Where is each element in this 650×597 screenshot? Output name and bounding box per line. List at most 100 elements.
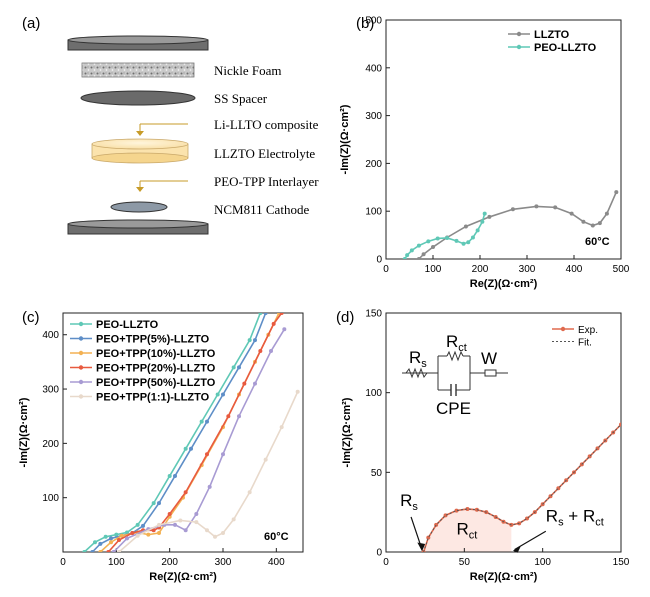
x-tick-label: 200 <box>472 264 489 275</box>
x-axis-label: Re(Z)(Ω·cm²) <box>149 571 217 583</box>
rs-main: R <box>400 491 412 510</box>
x-tick-label: 50 <box>459 557 471 568</box>
plot-area <box>402 190 619 259</box>
legend-label: PEO-LLZTO <box>534 42 597 54</box>
legend-label: PEO+TPP(20%)-LLZTO <box>96 363 216 375</box>
ncm811-cathode-icon <box>110 201 168 213</box>
rs-sub: s <box>412 501 418 513</box>
nickle-foam-icon <box>81 62 195 78</box>
circuit-rct-label: Rct <box>446 332 467 354</box>
series-line <box>418 191 618 259</box>
legend-label: PEO+TPP(10%)-LLZTO <box>96 348 216 360</box>
y-tick-label: 0 <box>376 255 382 266</box>
data-point <box>215 392 220 397</box>
data-point <box>247 490 252 495</box>
data-point <box>109 536 113 541</box>
x-tick-label: 300 <box>215 557 232 568</box>
layer-label: PEO-TPP Interlayer <box>214 174 319 189</box>
data-point <box>465 506 470 511</box>
data-point <box>402 257 407 259</box>
data-point <box>183 490 188 495</box>
data-point <box>416 243 421 248</box>
warburg-icon <box>484 369 497 377</box>
rs-annotation: Rs <box>400 491 418 513</box>
data-point <box>416 257 421 259</box>
data-point <box>237 365 241 370</box>
data-point <box>189 446 193 451</box>
data-point <box>474 507 479 512</box>
data-point <box>205 452 209 457</box>
x-tick-label: 0 <box>383 264 389 275</box>
layer-label: SS Spacer <box>214 91 268 106</box>
data-point <box>482 211 487 216</box>
chart-b: 0 100 200 300 400 500 0 100 200 300 400 500 Re(Z)(Ω·… <box>339 16 630 291</box>
data-point <box>221 530 225 535</box>
data-point <box>146 532 151 537</box>
data-point <box>231 517 236 522</box>
data-point <box>597 221 602 226</box>
plot-area <box>82 313 300 552</box>
data-point <box>117 538 121 543</box>
data-point <box>263 457 268 462</box>
sum-sub: s <box>558 517 564 529</box>
data-point <box>271 321 276 326</box>
data-point <box>183 528 188 533</box>
data-point <box>111 550 116 552</box>
data-point <box>569 211 574 216</box>
y-tick-label: 400 <box>365 63 382 74</box>
x-tick-label: 150 <box>613 557 630 568</box>
plot-area <box>421 422 621 552</box>
plot-frame <box>385 312 622 553</box>
data-point <box>553 205 558 210</box>
x-tick-label: 0 <box>383 557 389 568</box>
data-point <box>167 511 172 516</box>
equivalent-circuit: Rs Rct W CPE <box>402 332 508 418</box>
data-point <box>93 540 97 545</box>
data-point <box>454 238 459 243</box>
data-point <box>221 452 225 457</box>
panel-label-a: (a) <box>22 15 40 32</box>
data-point <box>258 349 263 354</box>
resistor-icon <box>405 367 428 379</box>
data-point <box>98 541 103 546</box>
data-point <box>619 422 621 427</box>
sum-sub: ct <box>595 517 604 529</box>
x-axis-label: Re(Z)(Ω·cm²) <box>470 278 538 290</box>
legend-marker <box>78 350 84 356</box>
rct-shaded-region <box>423 508 512 552</box>
data-point <box>242 381 247 386</box>
data-point <box>207 484 212 489</box>
data-point <box>475 228 480 233</box>
data-point <box>443 513 448 518</box>
legend-marker <box>516 44 522 50</box>
data-point <box>90 550 95 552</box>
llzto-electrolyte-icon <box>91 138 189 164</box>
x-tick-label: 100 <box>108 557 125 568</box>
plot-frame <box>62 312 304 553</box>
data-point <box>213 534 217 539</box>
data-point <box>470 235 475 240</box>
data-point <box>167 473 172 478</box>
sum-plus: + R <box>564 507 596 526</box>
data-point <box>82 550 87 552</box>
data-point <box>258 313 263 315</box>
ss-spacer-icon <box>80 90 196 106</box>
data-point <box>119 533 124 538</box>
data-point <box>151 528 156 533</box>
data-point <box>604 211 609 216</box>
plot-frame <box>385 19 622 260</box>
data-point <box>114 532 119 537</box>
legend-marker <box>560 326 566 332</box>
data-point <box>194 511 199 516</box>
legend-marker <box>516 31 522 37</box>
sum-arrow <box>514 530 547 551</box>
y-axis-label: -Im(Z)(Ω·cm²) <box>339 104 351 174</box>
legend-marker <box>78 379 84 385</box>
data-point <box>157 530 161 535</box>
schematic-panel: (a) <box>22 15 319 235</box>
data-point <box>247 338 252 343</box>
data-point <box>405 253 410 258</box>
data-point <box>445 235 450 240</box>
y-tick-label: 300 <box>42 385 59 396</box>
data-point <box>135 522 140 527</box>
